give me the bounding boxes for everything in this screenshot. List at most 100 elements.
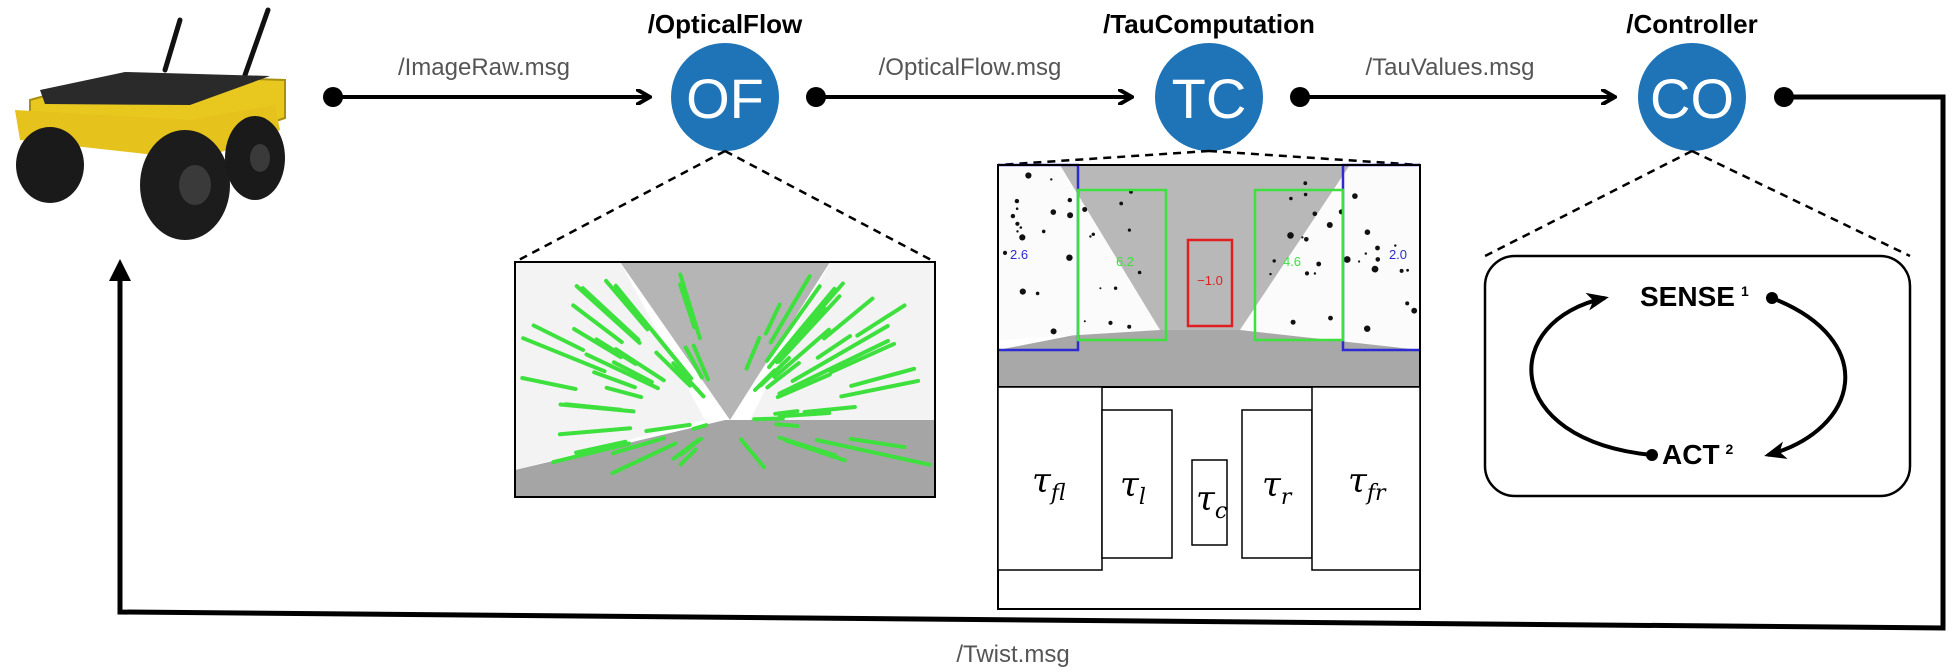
message-label: /TauValues.msg [1366, 54, 1535, 81]
flow-vector [739, 437, 766, 470]
flow-vector [691, 423, 709, 431]
zoom-lines [514, 149, 1911, 264]
flow-vector [839, 378, 921, 399]
flow-vector [557, 426, 633, 437]
flow-vector [604, 278, 650, 332]
texture-dot [1358, 260, 1361, 263]
flow-vector [551, 441, 631, 465]
edge-twist: /Twist.msg [109, 87, 1946, 668]
tau-label-far-left: τfl [1032, 461, 1066, 506]
flow-vector [814, 438, 932, 467]
texture-dot [1050, 178, 1053, 181]
texture-dot [1127, 324, 1132, 329]
texture-dot [1352, 193, 1358, 199]
flow-vector [855, 303, 907, 338]
flow-vector [773, 409, 800, 416]
flow-vector [765, 361, 801, 390]
flow-vector [792, 338, 890, 389]
flow-vector [613, 347, 666, 383]
tau-value-far-right: 2.0 [1389, 247, 1407, 262]
texture-dot [1316, 261, 1322, 267]
texture-dot [1394, 244, 1397, 247]
flow-vectors [520, 272, 932, 476]
texture-dot [1041, 229, 1046, 234]
texture-dot [1019, 234, 1026, 241]
node-tau-computation: TC /TauComputation [1103, 9, 1315, 151]
loop-arrow-sense-to-act [1764, 296, 1848, 459]
flow-vector [775, 372, 832, 400]
texture-dot [1113, 286, 1118, 290]
texture-dot [1364, 252, 1368, 255]
flow-vector [644, 422, 692, 433]
texture-dot [1050, 209, 1057, 215]
texture-dot [1269, 272, 1272, 276]
texture-dot [1019, 288, 1026, 295]
texture-dot [1313, 272, 1317, 275]
tau-box-center [1191, 459, 1228, 546]
flow-vector [520, 376, 578, 391]
tau-label-left: τl [1120, 465, 1146, 510]
texture-dot [1137, 270, 1142, 275]
texture-dot [1399, 268, 1404, 273]
texture-dot [1290, 319, 1296, 325]
roi-left [1076, 188, 1168, 342]
texture-dot [1304, 237, 1309, 242]
texture-dot [1066, 254, 1073, 261]
flow-vector [610, 436, 666, 456]
flow-vector [613, 283, 683, 368]
texture-dot [1375, 245, 1380, 251]
texture-dot [1015, 207, 1019, 210]
roi-right [1253, 188, 1345, 342]
flow-vector [752, 416, 785, 422]
flow-vector [777, 435, 837, 458]
flow-vector [767, 286, 837, 370]
texture-dot [1364, 229, 1371, 235]
flow-vector [849, 366, 917, 388]
node-optical-flow: OF /OpticalFlow [648, 9, 803, 151]
texture-dot [1312, 211, 1318, 217]
flow-vector [671, 438, 701, 461]
texture-dot [1108, 320, 1113, 325]
tau-box-far-right [1311, 386, 1421, 571]
node-abbr: CO [1650, 67, 1734, 130]
flow-vector [584, 352, 660, 391]
flow-vector [691, 343, 710, 382]
optical-flow-image [514, 261, 936, 498]
texture-dot [1067, 197, 1073, 203]
flow-vector [796, 281, 845, 337]
texture-dot [1303, 192, 1308, 197]
flow-vector [592, 370, 637, 390]
texture-dot [1010, 213, 1016, 219]
texture-dot [1050, 328, 1057, 335]
texture-dot [1091, 232, 1096, 236]
edge-tau-values: /TauValues.msg [1290, 54, 1615, 107]
texture-dot [1083, 320, 1086, 323]
flow-vector [678, 272, 702, 341]
tau-box-far-left [997, 386, 1103, 571]
sense-label: SENSE 1 [1640, 281, 1749, 312]
message-label: /Twist.msg [956, 641, 1069, 668]
flow-vector [744, 336, 762, 371]
flow-vector [777, 411, 832, 419]
tau-value-right: 4.6 [1283, 254, 1301, 269]
flow-vector [572, 327, 623, 360]
flow-vector [580, 286, 641, 342]
flow-vector [531, 323, 586, 352]
message-label: /OpticalFlow.msg [879, 54, 1062, 81]
texture-dot [1002, 250, 1008, 255]
tau-box-left [1101, 409, 1173, 559]
edge-optical-flow: /OpticalFlow.msg [806, 54, 1132, 107]
texture-dot [1099, 287, 1102, 290]
flow-vector [563, 402, 623, 412]
flow-vector [790, 324, 890, 383]
flow-vector [571, 303, 624, 345]
flow-vector [822, 296, 875, 341]
loop-arrow-act-to-sense [1529, 292, 1653, 457]
flow-vector [678, 447, 698, 467]
tau-roi-image: 2.6 6.2 −1.0 4.6 2.0 [997, 163, 1421, 388]
flow-vector [768, 274, 812, 345]
texture-dot [1287, 232, 1294, 239]
flow-vector [848, 436, 907, 450]
texture-dots [1002, 172, 1418, 335]
